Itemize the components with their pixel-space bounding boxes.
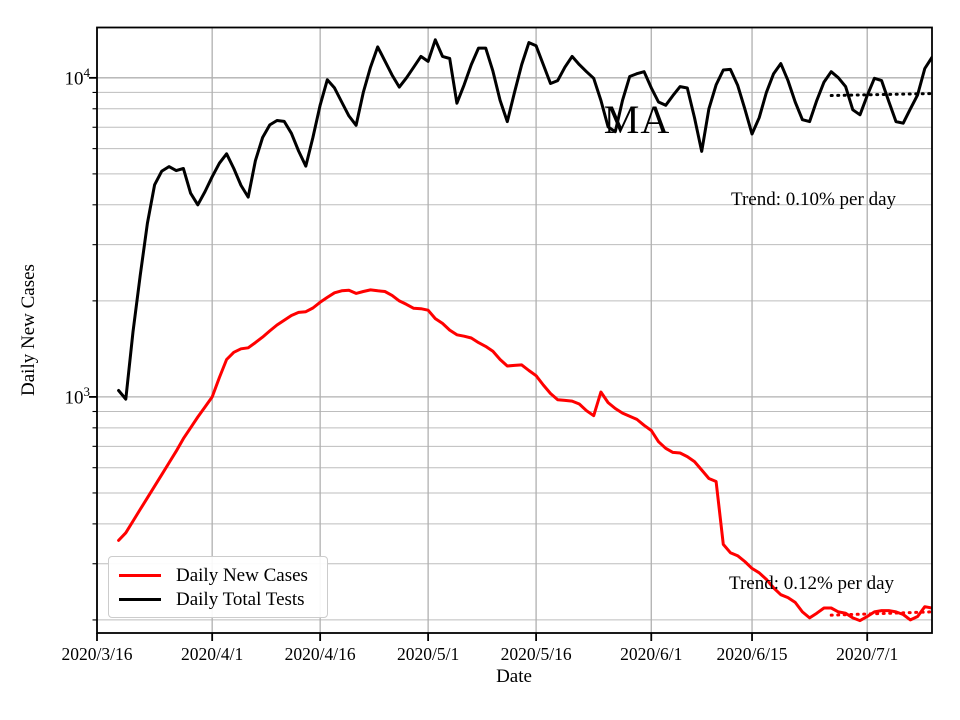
tick-marks bbox=[89, 76, 869, 641]
tests-line-swatch bbox=[119, 597, 161, 601]
legend-item-tests: Daily Total Tests bbox=[119, 587, 317, 611]
x-tick-label: 2020/3/16 bbox=[61, 644, 133, 664]
x-tick-label: 2020/5/1 bbox=[396, 644, 460, 664]
region-annotation: MA bbox=[603, 97, 671, 142]
x-tick-label: 2020/4/1 bbox=[181, 644, 244, 664]
tests-trend-annotation: Trend: 0.10% per day bbox=[731, 189, 896, 210]
legend: Daily New Cases Daily Total Tests bbox=[108, 556, 328, 618]
x-tick-label: 2020/5/16 bbox=[500, 644, 572, 664]
legend-label-cases: Daily New Cases bbox=[176, 564, 308, 586]
trend-line-1 bbox=[829, 610, 932, 617]
gridlines bbox=[96, 27, 932, 633]
y-axis-label: Daily New Cases bbox=[18, 264, 39, 396]
cases-trend-annotation: Trend: 0.12% per day bbox=[729, 573, 894, 594]
trend-line-0 bbox=[829, 92, 932, 98]
legend-item-cases: Daily New Cases bbox=[119, 563, 317, 587]
y-tick-label: 104 bbox=[64, 64, 91, 90]
plot-border bbox=[96, 26, 933, 634]
daily-new-cases-line bbox=[117, 288, 932, 623]
cases-line-swatch bbox=[119, 573, 161, 577]
data-series bbox=[117, 38, 932, 623]
daily-total-tests-line bbox=[117, 38, 932, 401]
x-tick-label: 2020/6/15 bbox=[716, 644, 788, 664]
x-tick-label: 2020/4/16 bbox=[284, 644, 356, 664]
y-tick-label: 103 bbox=[64, 383, 91, 409]
legend-label-tests: Daily Total Tests bbox=[176, 588, 305, 610]
x-tick-label: 2020/6/1 bbox=[620, 644, 683, 664]
x-axis-label: Date bbox=[496, 666, 532, 687]
x-tick-label: 2020/7/1 bbox=[836, 644, 899, 664]
